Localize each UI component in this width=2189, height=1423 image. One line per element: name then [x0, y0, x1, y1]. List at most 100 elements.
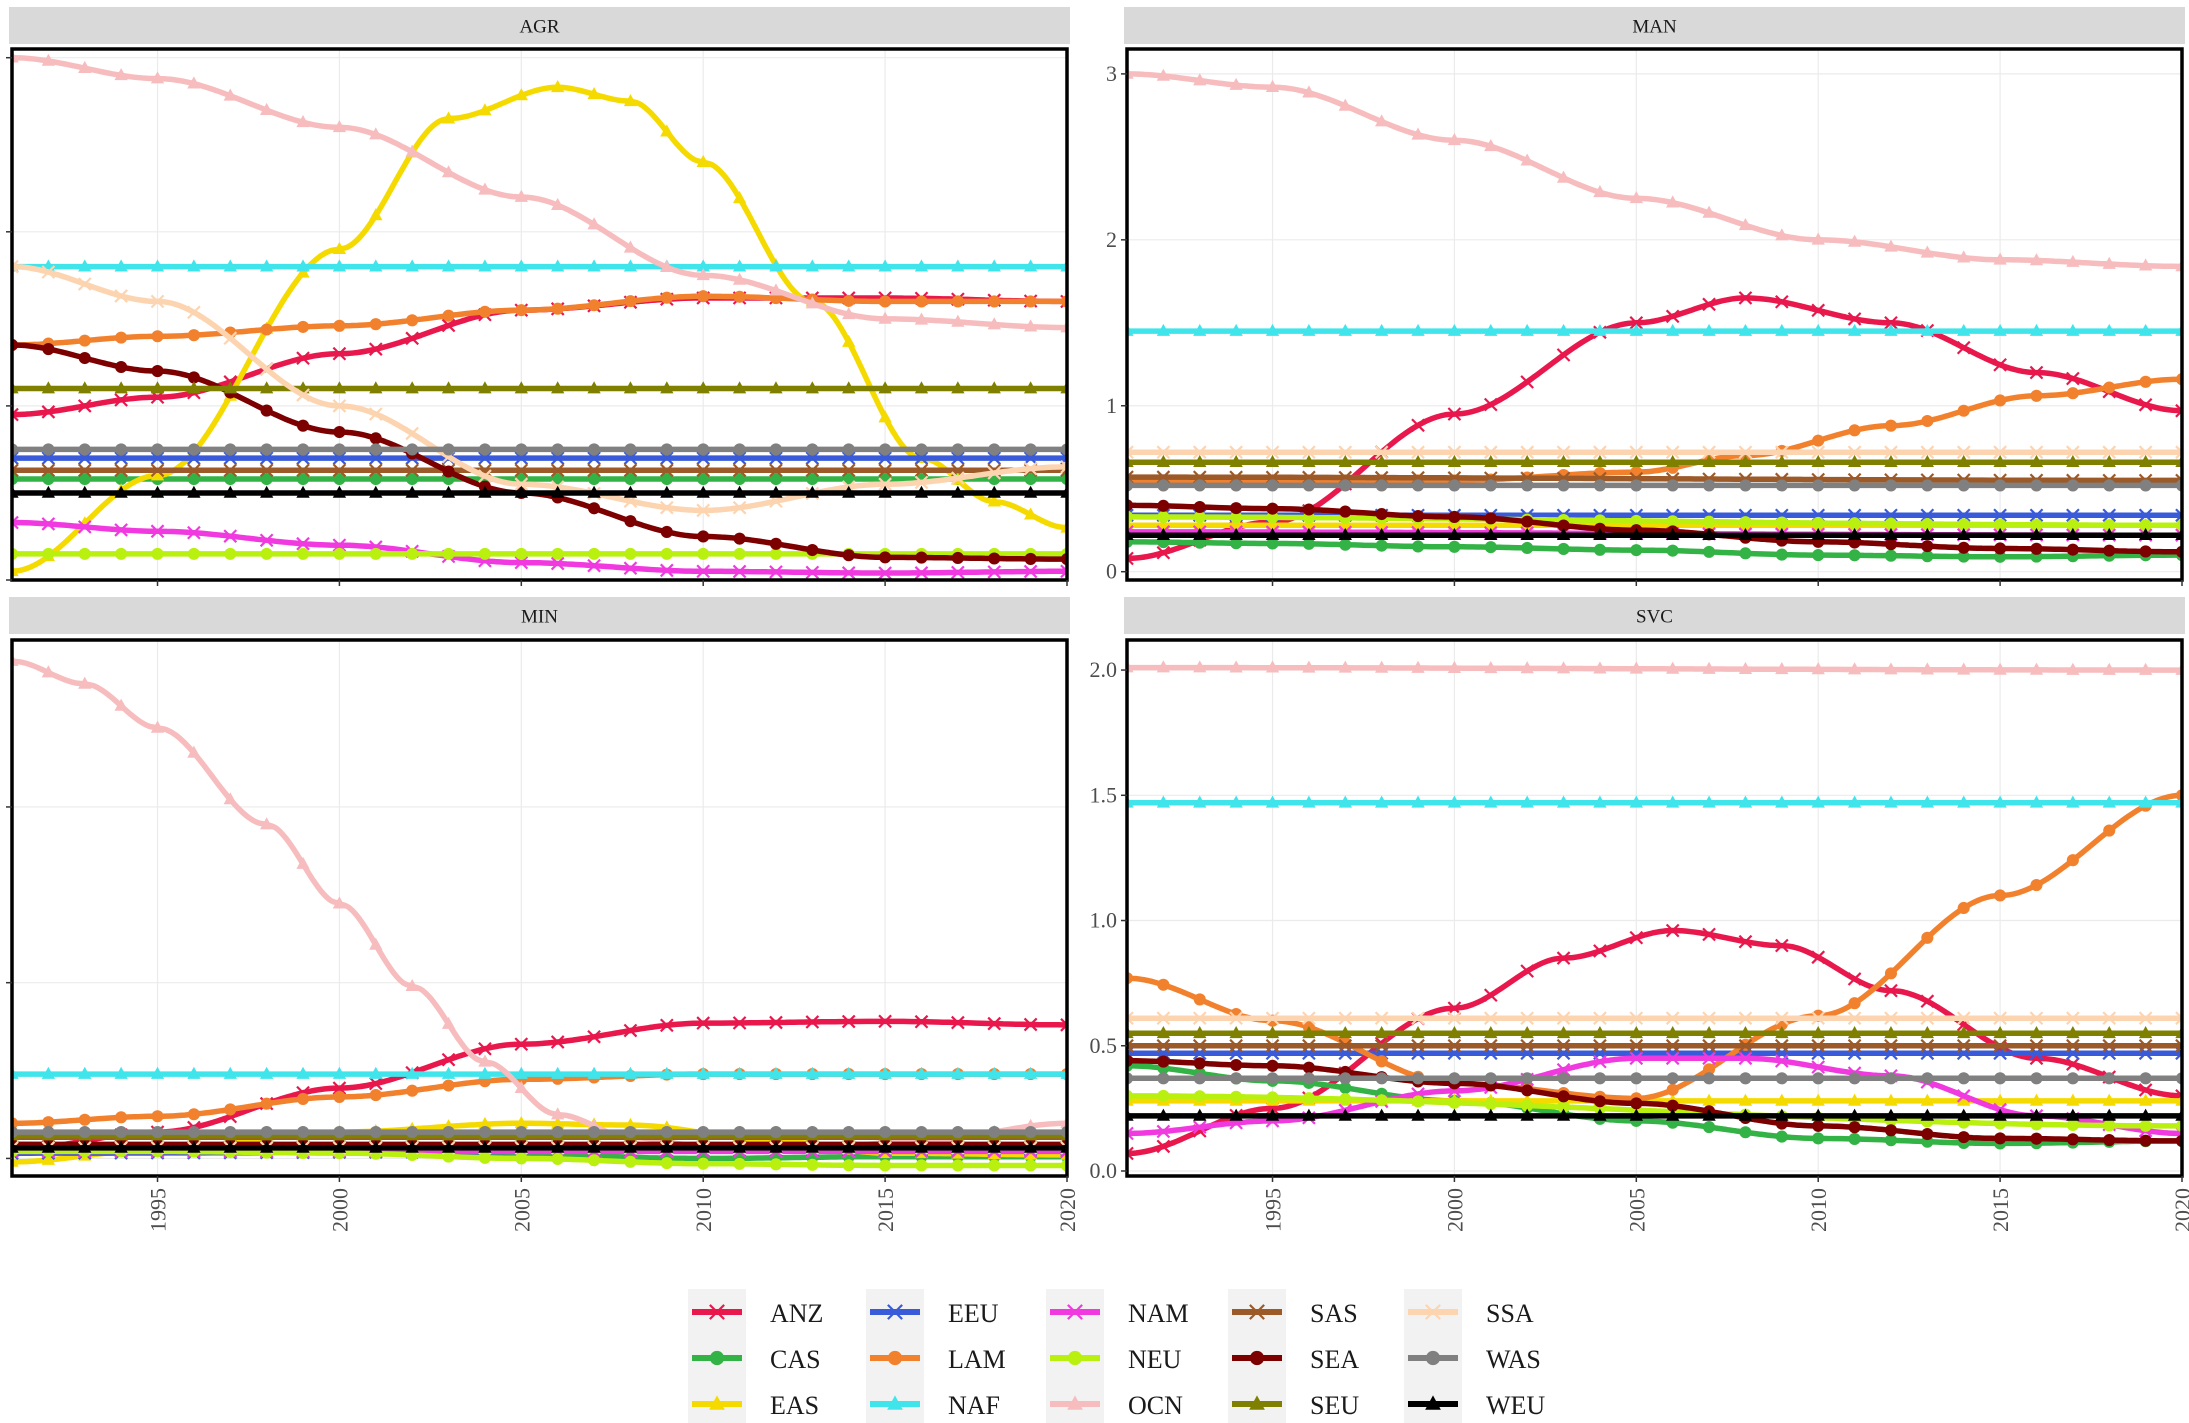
data-point-lam — [333, 1090, 346, 1103]
data-point-nam — [951, 565, 965, 580]
data-point-weu — [1156, 527, 1171, 541]
data-point-naf — [1957, 323, 1971, 336]
data-point-ocn — [1302, 85, 1316, 98]
data-point-ssa — [1884, 445, 1898, 460]
data-point-seu — [441, 381, 456, 394]
data-point-naf — [1520, 323, 1534, 336]
data-point-naf — [2138, 795, 2153, 808]
data-point-sas — [2138, 1038, 2153, 1053]
y-axis — [6, 806, 12, 1160]
data-point-anz — [987, 1016, 1002, 1031]
data-point-ocn — [1338, 660, 1352, 673]
data-point-was — [879, 1126, 892, 1139]
data-point-neu — [1157, 1089, 1170, 1103]
data-point-sas — [696, 463, 711, 478]
data-point-ocn — [1993, 662, 2007, 675]
data-point-neu — [2030, 1118, 2043, 1131]
data-point-seu — [41, 381, 56, 394]
data-point-ssa — [2029, 1011, 2044, 1026]
data-point-lam — [1157, 978, 1170, 991]
data-point-seu — [1884, 454, 1898, 468]
data-point-weu — [223, 1140, 237, 1153]
data-point-ssa — [1229, 1011, 1243, 1026]
data-point-eas — [2138, 1093, 2153, 1106]
data-point-lam — [296, 320, 310, 333]
data-point-weu — [441, 1140, 456, 1153]
legend-marker-ocn — [1067, 1395, 1083, 1410]
data-point-ssa — [1338, 1011, 1353, 1026]
data-point-eas — [587, 87, 601, 100]
data-point-weu — [1920, 527, 1934, 541]
legend-label: NAF — [948, 1391, 1000, 1420]
legend-item-ssa: SSA — [1404, 1289, 1534, 1335]
data-point-was — [769, 443, 783, 456]
data-point-eas — [514, 1116, 528, 1129]
data-point-anz — [1956, 340, 1971, 355]
data-point-sas — [1156, 1038, 1171, 1053]
legend-item-nam: NAM — [1046, 1289, 1189, 1335]
data-point-sea — [1921, 540, 1934, 553]
data-point-nam — [41, 517, 56, 531]
data-point-lam — [1994, 889, 2007, 902]
data-point-naf — [1265, 795, 1280, 808]
data-point-weu — [2066, 1108, 2080, 1121]
data-point-ssa — [1738, 1011, 1753, 1026]
data-point-sas — [1127, 1038, 1134, 1053]
data-point-neu — [1521, 1099, 1534, 1112]
data-point-neu — [988, 1159, 1001, 1172]
data-point-ssa — [1060, 460, 1067, 474]
data-point-ssa — [1956, 1011, 1971, 1026]
data-point-sas — [1775, 1038, 1789, 1053]
data-point-sas — [587, 463, 601, 478]
data-point-seu — [2066, 454, 2080, 468]
data-point-was — [951, 1126, 964, 1139]
data-point-lam — [1957, 901, 1970, 915]
data-point-was — [1994, 1072, 2007, 1085]
data-point-weu — [2102, 527, 2116, 541]
data-point-sea — [1994, 542, 2007, 555]
series-line-nam — [1127, 1055, 2182, 1137]
data-point-cas — [1521, 541, 1534, 555]
data-point-sea — [1302, 1061, 1315, 1074]
data-point-neu — [515, 547, 528, 560]
data-point-weu — [1484, 1108, 1498, 1121]
y-tick-label: 2 — [1106, 227, 1117, 252]
data-point-nam — [1702, 1051, 1716, 1066]
data-point-naf — [1738, 795, 1753, 808]
data-point-neu — [842, 1159, 855, 1172]
data-point-was — [1739, 479, 1752, 492]
data-point-ocn — [114, 68, 128, 81]
series-naf — [12, 259, 1067, 272]
data-point-eeu — [259, 451, 274, 465]
data-point-eeu — [2029, 508, 2044, 523]
data-point-naf — [732, 1066, 747, 1079]
data-point-weu — [769, 485, 783, 498]
data-point-seu — [1484, 454, 1498, 468]
data-point-eas — [1884, 1093, 1898, 1106]
data-point-ocn — [2066, 662, 2080, 675]
data-point-sea — [1339, 505, 1352, 518]
data-point-ssa — [1920, 1011, 1935, 1026]
legend-label: EAS — [770, 1391, 819, 1420]
data-point-cas — [624, 472, 637, 486]
series-line-lam — [12, 1071, 1067, 1127]
data-point-weu — [1447, 1108, 1462, 1121]
data-point-weu — [1993, 527, 2007, 541]
data-point-anz — [1411, 418, 1425, 433]
data-point-eas — [1993, 1093, 2007, 1106]
data-point-ssa — [2175, 445, 2182, 460]
data-point-cas — [1593, 543, 1606, 556]
data-point-seu — [914, 381, 929, 394]
data-point-anz — [1775, 294, 1789, 309]
data-point-lam — [296, 1092, 310, 1105]
data-point-anz — [12, 407, 19, 422]
data-point-sea — [660, 525, 673, 538]
data-point-neu — [769, 1158, 783, 1171]
series-sas — [12, 463, 1067, 478]
data-point-ocn — [1884, 662, 1898, 675]
data-point-naf — [987, 1066, 1001, 1079]
legend-marker-nam — [1067, 1304, 1083, 1320]
data-point-ocn — [1629, 191, 1643, 204]
data-point-neu — [1593, 514, 1606, 527]
data-point-weu — [1229, 1108, 1243, 1121]
